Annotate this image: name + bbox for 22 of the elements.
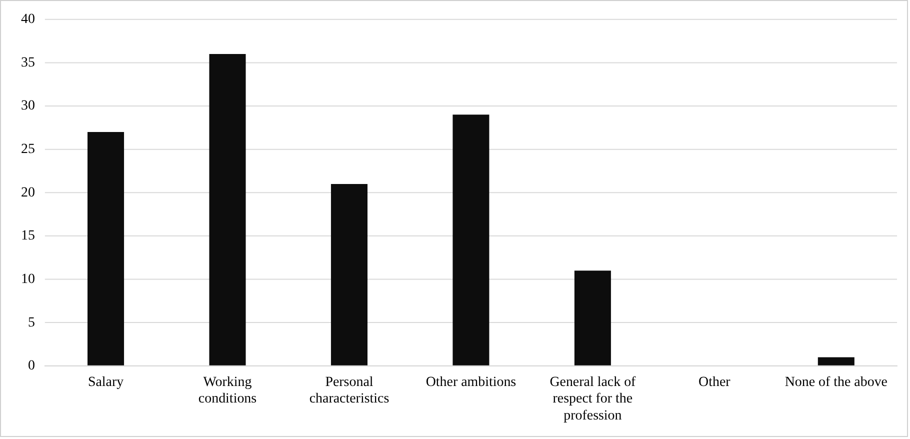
y-tick-label: 5 — [28, 315, 35, 330]
y-tick-label: 0 — [28, 358, 35, 374]
y-tick-label: 15 — [20, 228, 35, 244]
bar — [818, 357, 854, 366]
y-tick-label: 40 — [20, 12, 35, 27]
bar — [88, 132, 124, 366]
bar — [209, 54, 246, 366]
y-tick-label: 20 — [20, 185, 35, 200]
y-tick-label: 30 — [20, 98, 35, 114]
x-tick-label: General lack of respect for the profession — [550, 374, 636, 424]
x-tick-label: Other ambitions — [426, 374, 516, 390]
bar — [452, 114, 490, 366]
y-tick-label: 35 — [20, 55, 35, 70]
y-tick-label: 10 — [20, 272, 35, 287]
x-tick-label: Other — [698, 374, 731, 390]
x-tick-label: Salary — [88, 374, 124, 390]
bar — [330, 184, 368, 366]
y-tick-label: 25 — [20, 142, 35, 157]
x-tick-label: None of the above — [784, 374, 888, 390]
bar — [574, 270, 611, 366]
x-tick-label: Working conditions — [198, 374, 257, 407]
x-tick-label: Personal characteristics — [309, 374, 390, 407]
